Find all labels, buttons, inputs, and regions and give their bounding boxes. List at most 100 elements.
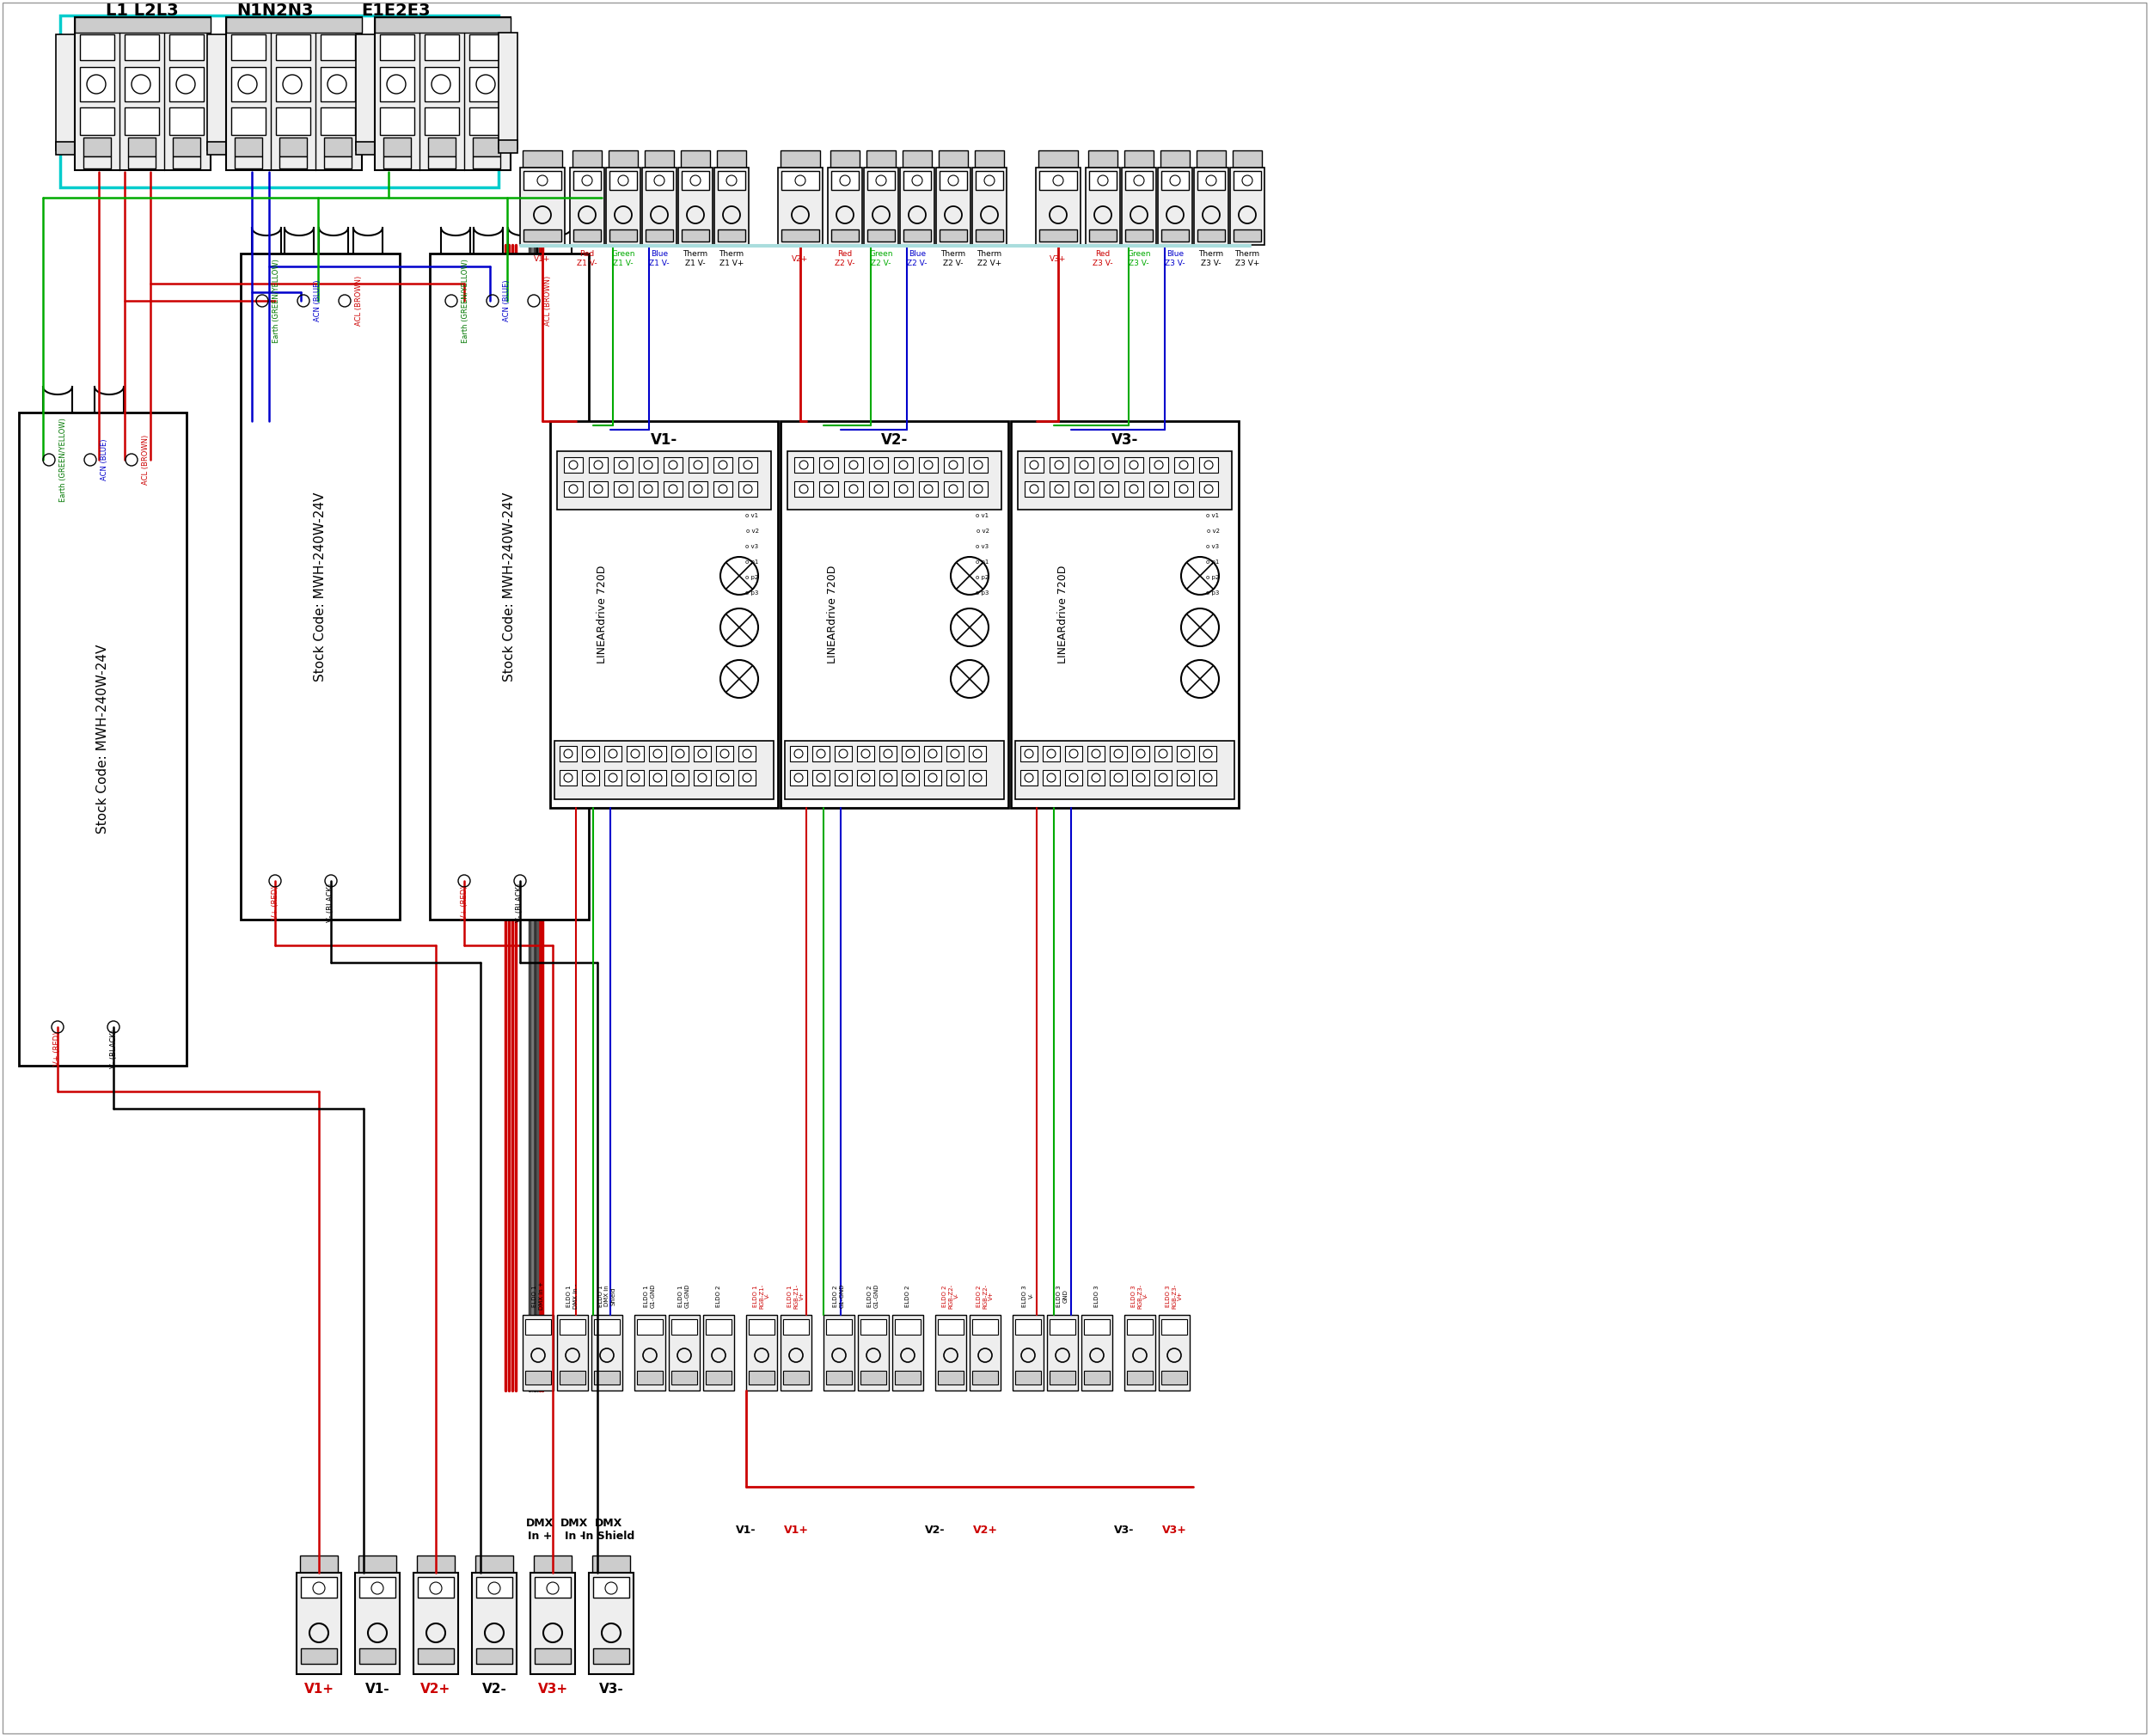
Bar: [920, 457, 937, 472]
Text: o v2: o v2: [1206, 528, 1218, 533]
Bar: [664, 481, 683, 496]
Text: Stock Code: MWH-240W-24V: Stock Code: MWH-240W-24V: [503, 491, 516, 681]
Text: o p1: o p1: [976, 559, 989, 564]
Bar: [1126, 1319, 1152, 1335]
Text: o v3: o v3: [976, 543, 989, 549]
Bar: [834, 771, 851, 785]
Circle shape: [720, 557, 759, 595]
Bar: [477, 1576, 511, 1597]
Bar: [868, 172, 894, 189]
Bar: [417, 1576, 453, 1597]
Bar: [857, 746, 875, 762]
Bar: [563, 481, 582, 496]
Circle shape: [387, 75, 406, 94]
Bar: [533, 1555, 572, 1573]
Bar: [935, 1314, 967, 1391]
Bar: [615, 457, 632, 472]
Bar: [524, 1371, 550, 1385]
Bar: [628, 746, 645, 762]
Bar: [226, 17, 361, 170]
Bar: [279, 137, 307, 156]
Bar: [830, 151, 860, 168]
Bar: [1014, 741, 1234, 799]
Bar: [129, 156, 155, 168]
Bar: [746, 1314, 778, 1391]
Bar: [645, 172, 673, 189]
Bar: [1160, 172, 1188, 189]
Bar: [357, 35, 374, 151]
Text: o v1: o v1: [976, 514, 989, 519]
Bar: [1012, 1314, 1044, 1391]
Bar: [383, 156, 410, 168]
Bar: [1090, 172, 1117, 189]
Text: V2+: V2+: [973, 1524, 997, 1535]
Circle shape: [690, 175, 701, 186]
Bar: [522, 1314, 554, 1391]
Bar: [681, 172, 709, 189]
Bar: [924, 771, 941, 785]
Bar: [60, 16, 499, 187]
Text: ACL (BROWN): ACL (BROWN): [544, 276, 552, 326]
Bar: [782, 1319, 808, 1335]
Bar: [535, 1649, 572, 1663]
Text: Therm
Z3 V+: Therm Z3 V+: [1236, 250, 1259, 267]
Bar: [129, 137, 155, 156]
Text: Therm
Z2 V-: Therm Z2 V-: [941, 250, 965, 267]
Text: ELDO 1
DMX In -: ELDO 1 DMX In -: [567, 1283, 578, 1309]
Text: Earth (GREEN/YELLOW): Earth (GREEN/YELLOW): [273, 259, 279, 342]
Bar: [857, 1314, 890, 1391]
Bar: [1195, 168, 1229, 245]
Bar: [1229, 168, 1264, 245]
Circle shape: [477, 75, 494, 94]
Text: Blue
Z3 V-: Blue Z3 V-: [1165, 250, 1186, 267]
Bar: [812, 746, 830, 762]
Text: ELDO 1
DMX In
Shield: ELDO 1 DMX In Shield: [597, 1285, 615, 1307]
Bar: [718, 172, 746, 189]
Text: N1N2N3: N1N2N3: [236, 3, 314, 19]
Bar: [969, 481, 989, 496]
Bar: [499, 33, 518, 149]
Bar: [868, 481, 888, 496]
Bar: [946, 746, 963, 762]
Bar: [468, 108, 503, 135]
Bar: [668, 1314, 701, 1391]
Bar: [380, 108, 415, 135]
Bar: [939, 229, 967, 241]
Bar: [976, 172, 1004, 189]
Bar: [636, 1319, 662, 1335]
Text: o p2: o p2: [1206, 575, 1218, 580]
Text: E1E2E3: E1E2E3: [361, 3, 430, 19]
Bar: [834, 746, 851, 762]
Circle shape: [984, 175, 995, 186]
Bar: [477, 1649, 511, 1663]
Bar: [903, 746, 920, 762]
Bar: [969, 746, 986, 762]
Circle shape: [950, 608, 989, 646]
Text: DMX
In Shield: DMX In Shield: [582, 1517, 634, 1542]
Bar: [1049, 481, 1068, 496]
Bar: [819, 481, 838, 496]
Bar: [791, 746, 808, 762]
Bar: [739, 746, 756, 762]
Bar: [357, 142, 374, 155]
Bar: [1234, 172, 1261, 189]
Bar: [608, 151, 638, 168]
Bar: [1199, 457, 1218, 472]
Bar: [787, 451, 1001, 510]
Bar: [688, 457, 707, 472]
Bar: [943, 457, 963, 472]
Bar: [593, 1555, 630, 1573]
Bar: [860, 1371, 885, 1385]
Bar: [716, 746, 733, 762]
Bar: [125, 108, 159, 135]
Bar: [903, 771, 920, 785]
Bar: [1036, 168, 1081, 245]
Bar: [879, 771, 896, 785]
Bar: [426, 108, 460, 135]
Circle shape: [877, 175, 885, 186]
Circle shape: [653, 175, 664, 186]
Bar: [1124, 481, 1143, 496]
Circle shape: [1098, 175, 1109, 186]
Bar: [572, 151, 602, 168]
Bar: [524, 1319, 550, 1335]
